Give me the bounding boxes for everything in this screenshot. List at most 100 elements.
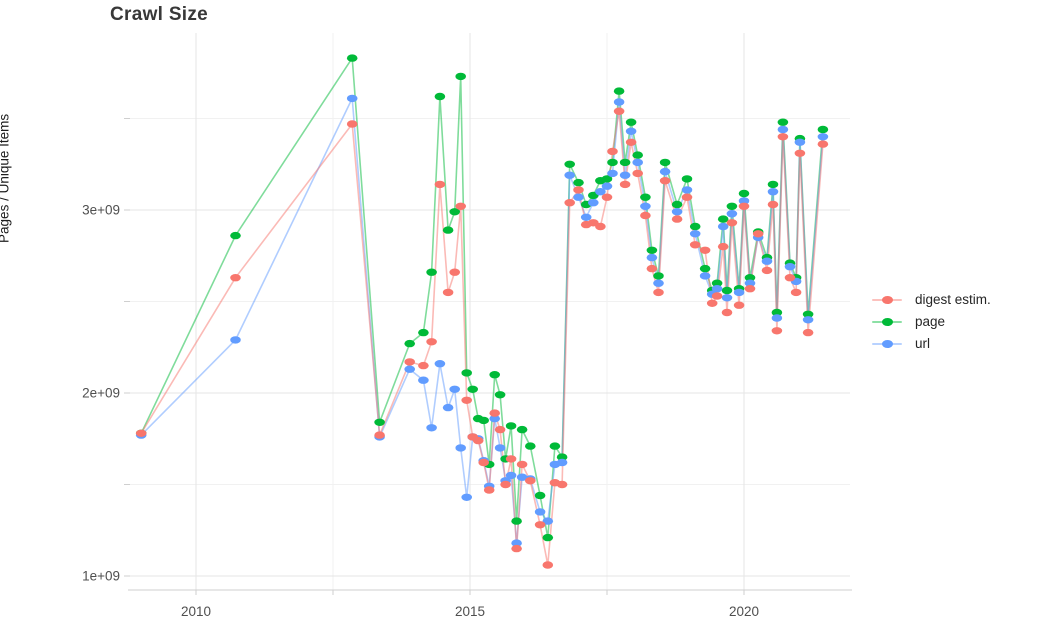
data-point-page [640,193,651,201]
data-point-url [426,424,437,432]
data-point-url [777,125,789,134]
data-point-digestestim [681,193,693,201]
data-point-page [516,425,528,434]
data-point-url [681,186,693,194]
data-point-page [601,175,613,183]
x-tick-label: 2010 [181,604,211,619]
data-point-url [449,385,461,393]
data-point-page [494,391,506,399]
data-point-digestestim [761,266,773,275]
legend-label: page [915,314,946,329]
data-point-url [564,171,575,179]
legend-key-icon [872,336,902,351]
data-point-page [689,222,701,231]
data-point-digestestim [802,328,814,337]
data-point-url [619,171,631,179]
data-point-page [455,72,467,81]
data-point-page [556,453,568,461]
data-point-page [717,215,729,223]
data-point-page [619,158,631,167]
data-point-page [573,178,584,187]
data-point-url [632,158,643,167]
data-point-url [671,208,683,216]
data-point-url [588,199,599,207]
legend-item-digestestim: digest estim. [872,292,991,307]
data-point-digestestim [659,177,671,185]
data-point-url [461,493,473,501]
data-point-digestestim [721,308,733,317]
data-point-digestestim [472,436,484,445]
data-point-digestestim [613,107,625,115]
data-point-url [659,167,671,176]
data-point-page [525,442,536,450]
data-point-digestestim [744,285,756,293]
data-point-digestestim [595,222,606,231]
data-point-digestestim [442,288,454,297]
data-point-digestestim [449,268,461,276]
data-point-page [534,491,546,500]
legend: digest estim. page url [872,292,991,351]
data-point-page [671,200,683,209]
data-point-digestestim [534,521,546,529]
data-point-digestestim [640,211,651,220]
data-point-url [556,458,568,467]
data-point-digestestim [689,241,701,249]
data-point-url [771,314,783,322]
data-point-url [717,222,729,231]
data-point-digestestim [706,299,718,307]
y-tick-label: 3e+09 [82,203,120,218]
series-line-digestestim [140,110,824,566]
data-point-url [534,508,546,516]
data-point-digestestim [455,202,467,210]
data-point-digestestim [525,477,536,485]
data-point-page [511,517,522,525]
data-point-digestestim [733,301,745,309]
data-point-digestestim [346,120,358,128]
data-point-page [659,158,671,167]
data-point-url [346,94,358,103]
series-line-url [140,97,824,544]
legend-key-icon [872,314,902,329]
data-point-url [434,360,446,368]
data-point-page [564,160,575,168]
data-point-page [404,339,416,348]
data-point-page [467,385,479,393]
data-point-digestestim [777,133,789,141]
data-point-page [442,226,454,234]
legend-key-dot [881,317,893,326]
data-point-digestestim [573,186,584,194]
data-point-page [777,118,789,126]
data-point-url [744,279,756,287]
data-point-digestestim [478,458,490,467]
legend-key-dot [881,339,893,348]
data-point-url [721,294,733,302]
x-tick-label: 2015 [455,604,485,619]
data-point-url [511,539,522,547]
data-point-page [744,274,756,282]
data-point-digestestim [646,264,658,273]
data-point-page [434,92,446,101]
data-point-page [681,175,693,183]
y-axis-title: Pages / Unique Items [0,113,12,243]
data-point-url [442,403,454,412]
data-point-digestestim [653,288,664,297]
page-title: Crawl Size [110,4,209,25]
data-point-page [449,208,461,216]
data-point-url [738,197,750,205]
data-point-page [461,369,473,377]
data-point-page [542,533,554,542]
data-point-page [653,272,664,280]
data-point-url [699,272,711,280]
data-point-digestestim [511,544,522,553]
data-point-url [817,133,829,141]
data-point-url [625,127,637,135]
data-point-url [784,263,796,271]
data-point-page [230,231,241,240]
data-point-digestestim [542,561,554,569]
data-point-digestestim [794,149,806,157]
data-point-page [478,416,490,425]
data-point-digestestim [767,200,779,209]
data-point-page [632,151,643,159]
data-point-digestestim [418,361,429,370]
